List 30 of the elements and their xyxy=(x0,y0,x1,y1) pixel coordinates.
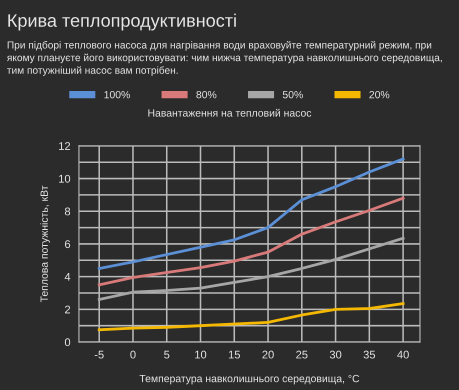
legend-label: 20% xyxy=(369,90,390,98)
x-tick-label: 35 xyxy=(364,350,376,359)
y-tick-label: 6 xyxy=(65,240,70,248)
x-tick-label: 5 xyxy=(164,350,170,359)
line-series xyxy=(98,302,404,332)
line-series xyxy=(98,196,404,286)
chart-title: Крива теплопродуктивності xyxy=(8,14,236,30)
legend-label: 50% xyxy=(282,90,303,98)
x-tick-label: 15 xyxy=(228,350,240,359)
y-tick-label: 12 xyxy=(59,142,70,150)
y-tick-label: 10 xyxy=(59,174,70,183)
chart-subtitle: При підборі теплового насоса для нагрівання води враховуйте температурний режим, при якому плануєте його використовувати: чим нижча температура навколишнього середовища, тим потужніший насос вам потрібен. xyxy=(6,40,442,76)
line-series xyxy=(98,158,404,270)
y-axis-title: Теплова потужність, кВт xyxy=(40,186,50,302)
x-tick-label: 20 xyxy=(262,350,274,359)
y-tick-label: 4 xyxy=(64,273,70,281)
line-series xyxy=(98,236,404,301)
legend-title: Навантаження на тепловий насос xyxy=(148,108,312,117)
y-tick-label: 8 xyxy=(64,208,70,216)
y-tick-label: 2 xyxy=(64,306,70,314)
x-tick-label: -5 xyxy=(94,350,104,359)
x-tick-label: 40 xyxy=(397,350,409,359)
legend-label: 80% xyxy=(196,90,216,98)
x-tick-label: 0 xyxy=(130,350,136,359)
y-tick-label: 0 xyxy=(64,338,70,346)
x-axis-title: Температура навколишнього середовища, °C xyxy=(140,374,360,384)
legend-label: 100% xyxy=(104,90,130,98)
x-tick-label: 30 xyxy=(330,350,342,359)
x-tick-label: 25 xyxy=(296,350,308,359)
x-tick-label: 10 xyxy=(195,350,206,359)
